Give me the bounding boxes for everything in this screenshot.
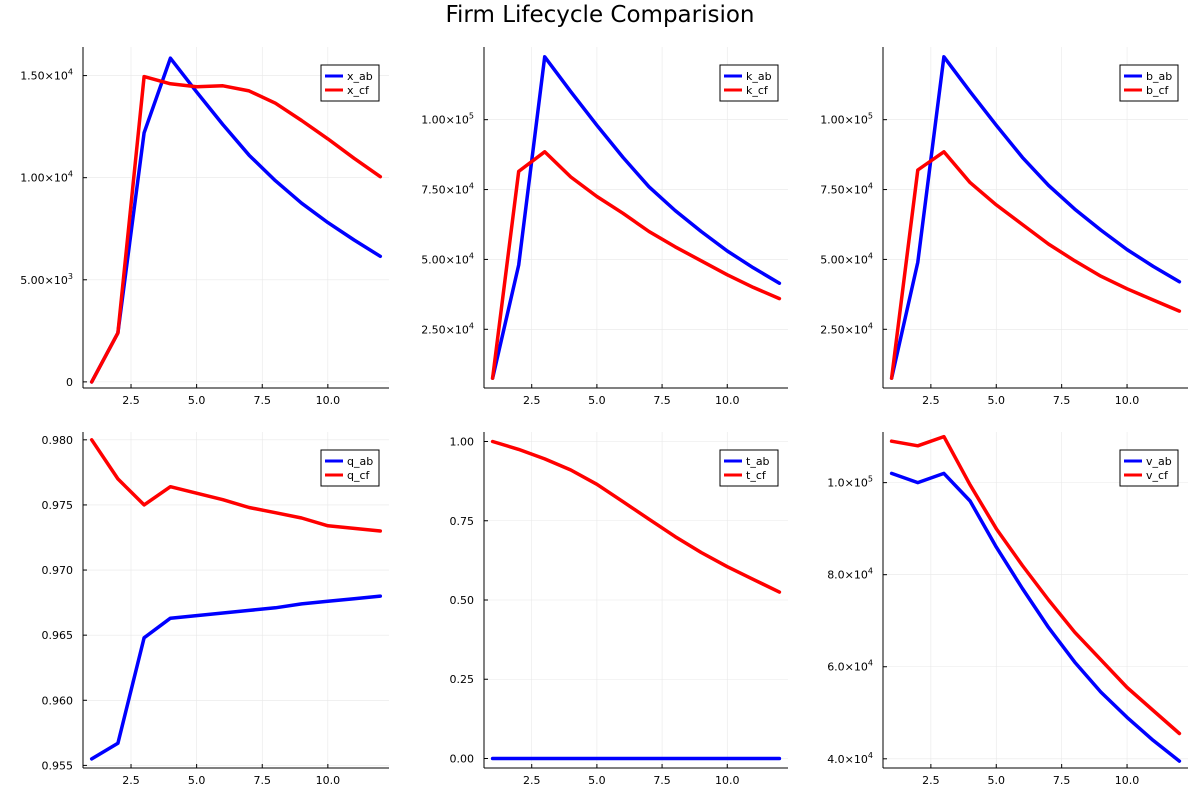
subplot-5: 2.5 5.0 7.5 10.0 0.00 0.25 0.50 0.75 1.00 t_abt_c… — [450, 432, 788, 787]
series-line-x_cf — [89, 74, 383, 384]
x-tick-label: 10.0 — [316, 774, 341, 787]
legend-box — [719, 449, 779, 487]
y-tick-label: 2.50×104 — [820, 321, 873, 336]
subplot-3: 2.5 5.0 7.5 10.0 2.50×104 5.00×104 7.50×104 1.0… — [820, 47, 1188, 407]
x-tick-label: 10.0 — [1115, 774, 1140, 787]
legend-box — [320, 64, 380, 102]
x-tick-label: 2.5 — [122, 774, 140, 787]
x-tick-label: 10.0 — [715, 394, 740, 407]
legend-label-t_ab: t_ab — [746, 455, 770, 468]
legend: q_abq_cf — [320, 449, 380, 487]
series-line-x_ab — [89, 56, 383, 384]
y-tick-label: 0.75 — [450, 515, 475, 528]
y-tick-label: 4.0×104 — [827, 751, 873, 766]
legend-box — [320, 449, 380, 487]
x-tick-label: 5.0 — [588, 774, 606, 787]
legend-label-b_ab: b_ab — [1146, 70, 1172, 83]
x-tick-label: 2.5 — [523, 394, 541, 407]
x-tick-label: 2.5 — [922, 774, 940, 787]
legend-label-q_cf: q_cf — [347, 469, 371, 482]
x-tick-label: 2.5 — [922, 394, 940, 407]
y-tick-label: 0.50 — [450, 594, 475, 607]
legend-label-k_cf: k_cf — [746, 84, 769, 97]
y-tick-label: 0.970 — [42, 564, 74, 577]
y-tick-label: 1.0×105 — [827, 475, 873, 490]
subplot-1: 2.5 5.0 7.5 10.0 0 5.00×103 1.00×104 1.50×104 x_… — [20, 47, 389, 407]
legend: v_abv_cf — [1119, 449, 1179, 487]
legend: b_abb_cf — [1119, 64, 1179, 102]
y-tick-label: 5.00×104 — [820, 251, 873, 266]
y-tick-label: 1.00 — [450, 436, 475, 449]
series-line-v_ab — [889, 471, 1182, 763]
series-line-b_cf — [889, 150, 1182, 380]
y-tick-label: 7.50×104 — [421, 182, 474, 197]
y-tick-label: 1.00×105 — [421, 112, 474, 127]
y-tick-label: 1.00×105 — [820, 112, 873, 127]
series-line-q_ab — [89, 594, 383, 761]
y-tick-label: 7.50×104 — [820, 182, 873, 197]
x-tick-label: 7.5 — [1053, 394, 1071, 407]
x-tick-label: 5.0 — [188, 774, 206, 787]
legend-label-v_cf: v_cf — [1146, 469, 1169, 482]
x-tick-label: 5.0 — [988, 394, 1006, 407]
series-line-k_cf — [490, 150, 782, 380]
series-line-v_cf — [889, 434, 1182, 736]
y-tick-label: 0 — [66, 376, 73, 389]
y-tick-label: 5.00×104 — [421, 251, 474, 266]
x-tick-label: 10.0 — [1115, 394, 1140, 407]
x-tick-label: 5.0 — [988, 774, 1006, 787]
y-tick-label: 8.0×104 — [827, 567, 873, 582]
legend-label-k_ab: k_ab — [746, 70, 772, 83]
y-tick-label: 6.0×104 — [827, 659, 873, 674]
legend-label-x_ab: x_ab — [347, 70, 373, 83]
x-tick-label: 5.0 — [588, 394, 606, 407]
y-tick-label: 0.960 — [42, 694, 74, 707]
x-tick-label: 5.0 — [188, 394, 206, 407]
subplot-2: 2.5 5.0 7.5 10.0 2.50×104 5.00×104 7.50×104 1.0… — [421, 47, 788, 407]
x-tick-label: 7.5 — [253, 394, 271, 407]
x-tick-label: 7.5 — [653, 774, 671, 787]
legend: k_abk_cf — [719, 64, 779, 102]
legend-label-t_cf: t_cf — [746, 469, 767, 482]
x-tick-label: 7.5 — [653, 394, 671, 407]
y-tick-label: 1.50×104 — [20, 68, 73, 83]
chart-title: Firm Lifecycle Comparision — [445, 2, 755, 28]
legend: t_abt_cf — [719, 449, 779, 487]
series-line-k_ab — [490, 55, 782, 380]
x-tick-label: 10.0 — [316, 394, 341, 407]
legend-label-b_cf: b_cf — [1146, 84, 1170, 97]
y-tick-label: 0.980 — [42, 434, 74, 447]
legend-box — [1119, 449, 1179, 487]
x-tick-label: 7.5 — [1053, 774, 1071, 787]
series-line-t_cf — [490, 439, 782, 594]
y-tick-label: 5.00×103 — [20, 272, 73, 287]
series-line-q_cf — [89, 438, 383, 533]
x-tick-label: 2.5 — [523, 774, 541, 787]
x-tick-label: 7.5 — [253, 774, 271, 787]
y-tick-label: 0.955 — [42, 759, 74, 772]
legend-label-x_cf: x_cf — [347, 84, 370, 97]
y-tick-label: 0.975 — [42, 499, 74, 512]
subplot-6: 2.5 5.0 7.5 10.0 4.0×104 6.0×104 8.0×104 1.0×10… — [827, 432, 1188, 787]
x-tick-label: 2.5 — [122, 394, 140, 407]
x-tick-label: 10.0 — [715, 774, 740, 787]
y-tick-label: 2.50×104 — [421, 321, 474, 336]
y-tick-label: 0.25 — [450, 673, 475, 686]
y-tick-label: 0.00 — [450, 752, 475, 765]
legend: x_abx_cf — [320, 64, 380, 102]
legend-label-v_ab: v_ab — [1146, 455, 1172, 468]
legend-label-q_ab: q_ab — [347, 455, 373, 468]
legend-box — [719, 64, 779, 102]
legend-box — [1119, 64, 1179, 102]
series-line-b_ab — [889, 55, 1182, 380]
subplot-4: 2.5 5.0 7.5 10.0 0.955 0.960 0.965 0.970 0.975 0.… — [42, 432, 389, 787]
y-tick-label: 1.00×104 — [20, 170, 73, 185]
y-tick-label: 0.965 — [42, 629, 74, 642]
